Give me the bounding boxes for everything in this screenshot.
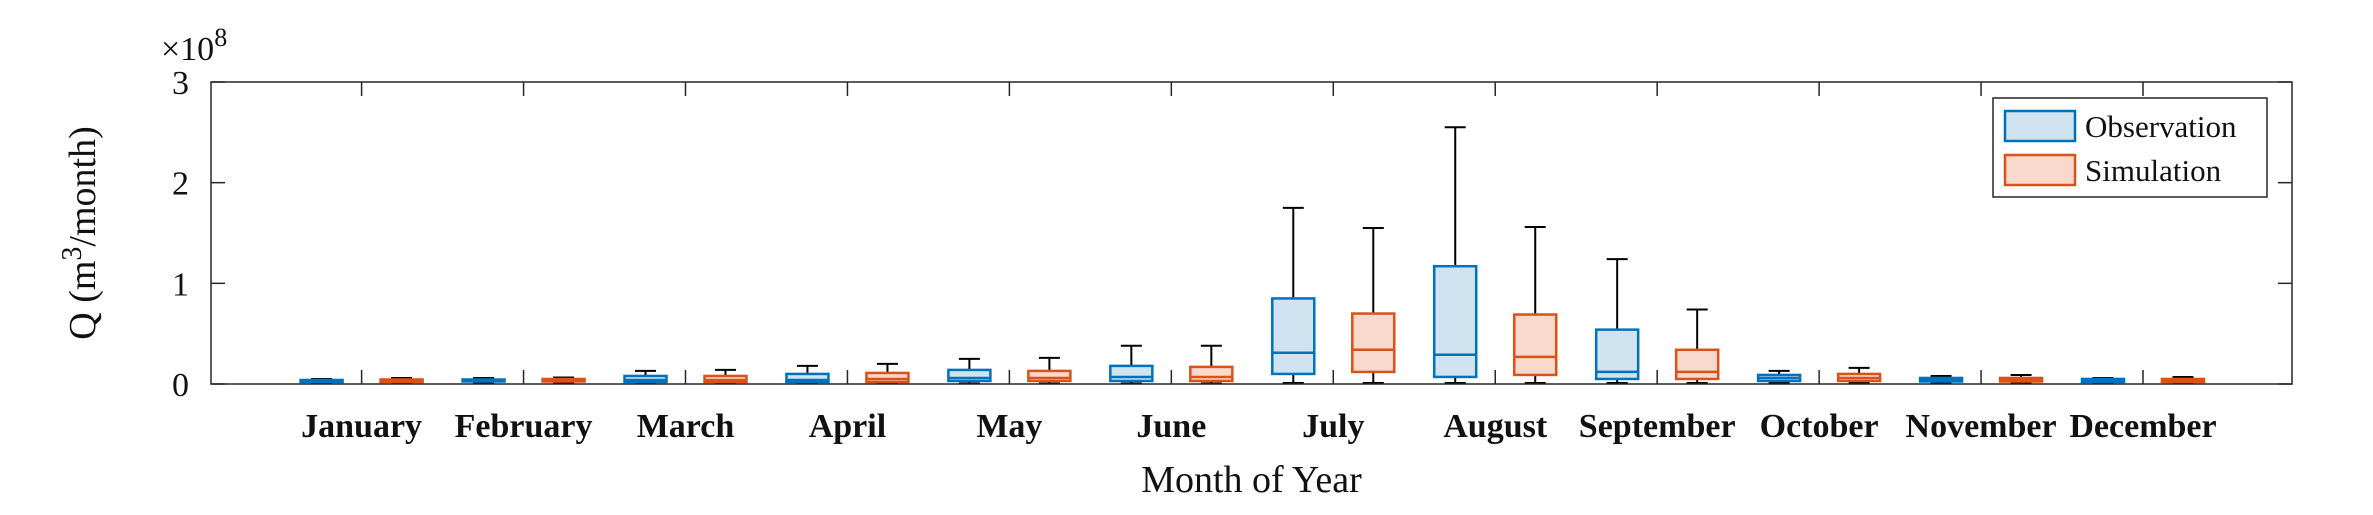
box-simulation — [865, 362, 910, 385]
x-tick-label: February — [455, 408, 593, 445]
plot-area — [299, 126, 2206, 385]
legend-swatch-observation — [2003, 109, 2077, 143]
box-simulation — [703, 368, 748, 385]
box-simulation — [1027, 356, 1072, 385]
y-axis-ticks: 0 1 2 3 — [172, 65, 2292, 404]
box-simulation — [2160, 375, 2206, 384]
y-axis-label-prefix: Q (m — [62, 261, 104, 340]
box-iqr — [1109, 364, 1154, 383]
box-iqr — [1189, 365, 1234, 383]
exponent-base: ×10 — [161, 31, 214, 68]
x-tick-label: January — [301, 408, 422, 445]
box-iqr — [947, 368, 992, 383]
box-observation — [785, 364, 830, 385]
series-observation — [299, 126, 2126, 385]
x-tick-label: April — [809, 408, 886, 445]
y-tick-label: 0 — [172, 367, 189, 404]
box-iqr — [785, 372, 830, 384]
box-simulation — [1189, 344, 1234, 385]
x-tick-label: November — [1906, 408, 2057, 445]
legend-swatch-simulation — [2003, 153, 2077, 187]
x-tick-label: August — [1443, 408, 1548, 445]
box-observation — [1271, 206, 1316, 384]
box-simulation — [1998, 373, 2044, 384]
box-observation — [1594, 258, 1640, 384]
x-axis-ticks: January February March April May June July Augu… — [301, 82, 2217, 445]
box-simulation — [379, 376, 424, 384]
x-tick-label: July — [1302, 408, 1364, 445]
box-iqr — [1432, 264, 1478, 379]
box-observation — [1432, 126, 1478, 384]
box-simulation — [1674, 308, 1720, 384]
x-tick-label: March — [637, 408, 735, 445]
y-tick-label: 2 — [172, 166, 189, 203]
box-simulation — [1512, 225, 1558, 384]
y-axis-exponent: ×108 — [161, 23, 227, 68]
x-tick-label: September — [1579, 408, 1736, 445]
box-observation — [1109, 344, 1154, 385]
x-axis-label: Month of Year — [1141, 459, 1362, 501]
legend-label-simulation: Simulation — [2085, 153, 2222, 188]
legend-label-observation: Observation — [2085, 109, 2237, 144]
x-tick-label: December — [2069, 408, 2216, 445]
axes — [210, 81, 2293, 385]
box-observation — [1918, 374, 1964, 384]
box-observation — [461, 376, 506, 384]
box-simulation — [1836, 366, 1882, 384]
exponent-power: 8 — [214, 23, 227, 52]
y-axis-label-suffix: /month) — [62, 126, 104, 246]
legend: Observation Simulation — [1992, 97, 2268, 198]
box-iqr — [1271, 297, 1316, 376]
box-observation — [947, 357, 992, 385]
box-iqr — [865, 371, 910, 384]
box-iqr — [1351, 312, 1396, 374]
box-iqr — [1512, 313, 1558, 377]
y-axis-label-superscript: 3 — [57, 247, 88, 261]
y-tick-label: 3 — [172, 65, 189, 102]
axes-box — [210, 81, 2293, 385]
y-axis-label: Q (m3/month) — [57, 126, 104, 339]
box-observation — [2080, 376, 2126, 384]
box-iqr — [1027, 369, 1072, 383]
box-observation — [299, 377, 344, 384]
y-tick-label: 1 — [172, 266, 189, 303]
x-tick-label: October — [1760, 408, 1879, 445]
box-simulation — [1351, 226, 1396, 384]
box-iqr — [1674, 348, 1720, 381]
box-simulation — [541, 376, 586, 384]
box-observation — [623, 369, 668, 385]
x-tick-label: June — [1136, 408, 1206, 445]
x-tick-label: May — [976, 408, 1042, 445]
box-observation — [1756, 369, 1802, 384]
